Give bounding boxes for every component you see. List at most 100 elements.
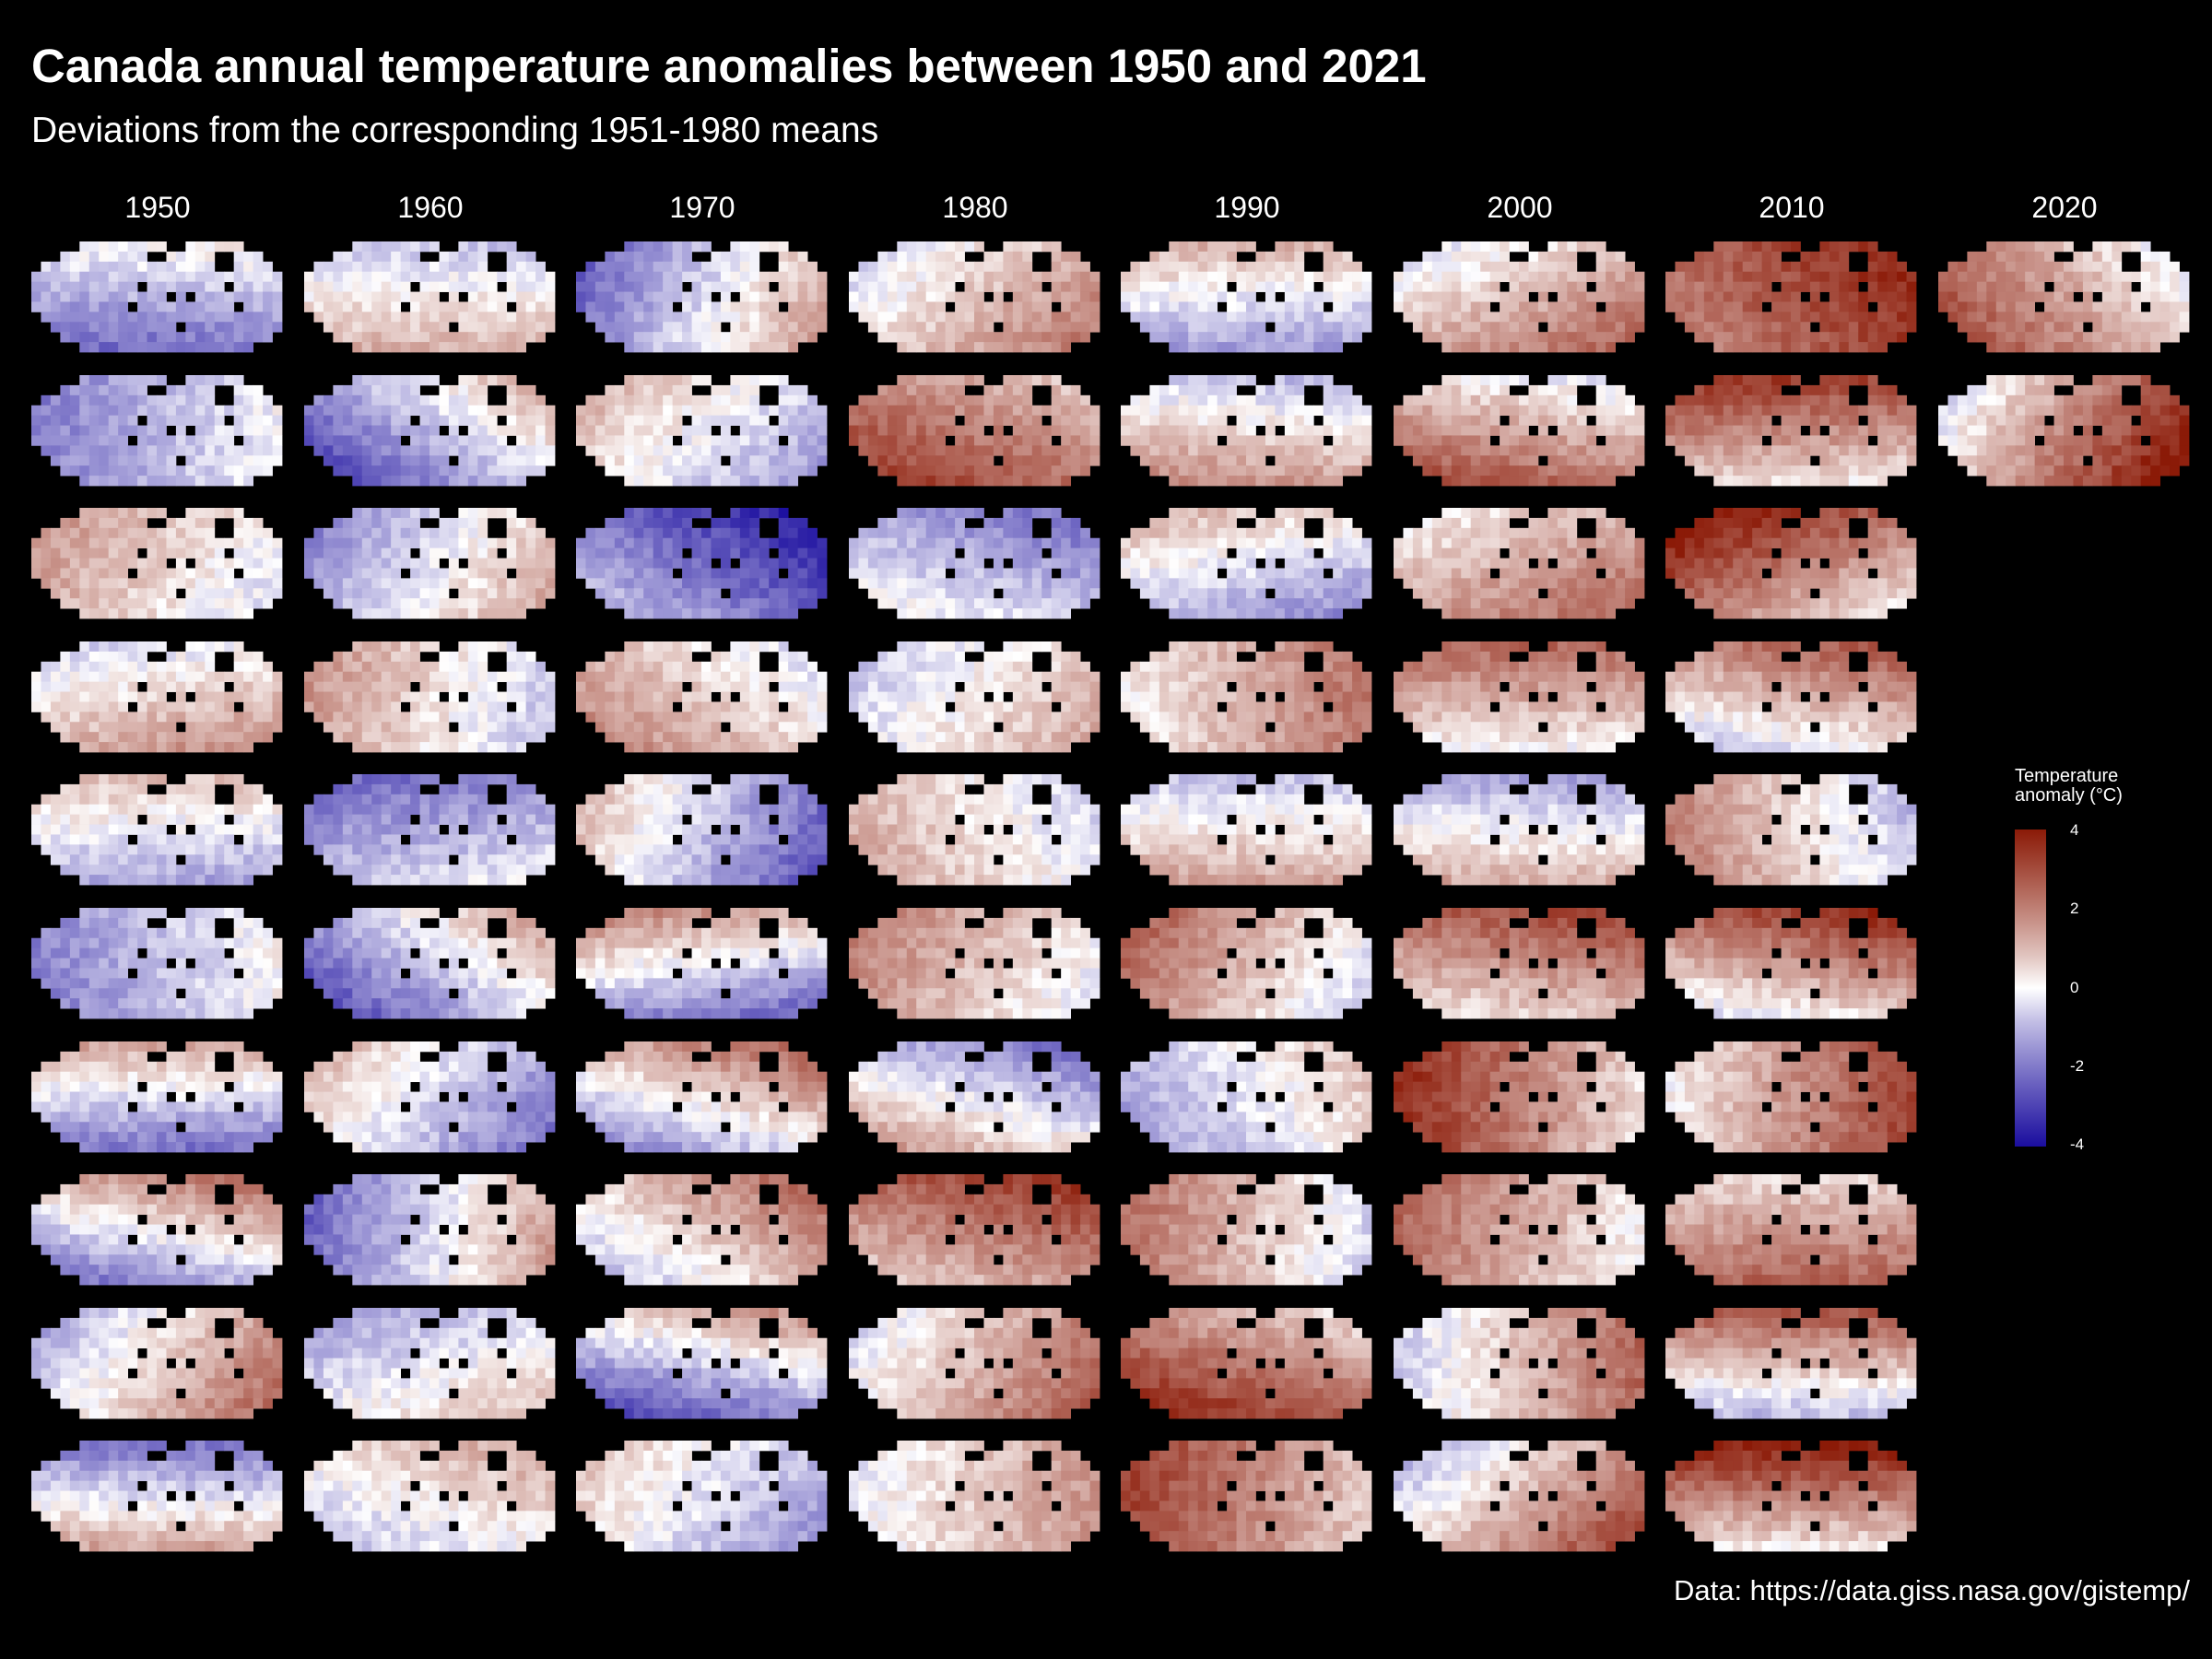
anomaly-cell — [41, 568, 51, 578]
anomaly-cell — [429, 875, 440, 885]
anomaly-cell — [234, 1254, 244, 1265]
anomaly-cell — [458, 1348, 468, 1359]
anomaly-cell — [382, 241, 392, 252]
anomaly-cell — [60, 385, 70, 395]
anomaly-cell — [185, 1194, 195, 1205]
anomaly-cell — [371, 241, 382, 252]
anomaly-cell — [128, 1122, 138, 1132]
anomaly-cell — [535, 1132, 546, 1142]
anomaly-cell — [488, 1244, 498, 1254]
anomaly-cell — [507, 578, 517, 588]
anomaly-cell — [70, 1082, 80, 1092]
anomaly-cell — [458, 312, 468, 322]
anomaly-cell — [157, 1378, 167, 1388]
anomaly-cell — [128, 476, 138, 486]
anomaly-cell — [215, 1234, 225, 1244]
anomaly-cell — [118, 395, 128, 406]
anomaly-cell — [526, 805, 536, 815]
anomaly-cell — [224, 332, 234, 342]
anomaly-cell — [263, 1521, 273, 1531]
anomaly-cell — [243, 1451, 253, 1461]
anomaly-cell — [362, 1205, 372, 1215]
anomaly-cell — [41, 928, 51, 938]
anomaly-cell — [488, 445, 498, 455]
anomaly-cell — [195, 641, 206, 652]
anomaly-cell — [488, 1041, 498, 1052]
anomaly-cell — [468, 508, 478, 518]
anomaly-cell — [51, 1359, 61, 1369]
anomaly-cell — [137, 732, 147, 742]
anomaly-cell — [352, 722, 362, 732]
anomaly-cell — [516, 732, 526, 742]
anomaly-cell — [429, 1062, 440, 1072]
anomaly-cell — [468, 928, 478, 938]
anomaly-cell — [401, 1338, 411, 1348]
anomaly-cell — [429, 1041, 440, 1052]
anomaly-cell — [468, 968, 478, 978]
anomaly-cell — [273, 272, 283, 282]
anomaly-cell — [215, 1521, 225, 1531]
anomaly-cell — [313, 435, 324, 445]
anomaly-cell — [253, 435, 264, 445]
anomaly-cell — [273, 1338, 283, 1348]
anomaly-cell — [41, 1205, 51, 1215]
anomaly-cell — [147, 834, 158, 844]
anomaly-cell — [362, 1112, 372, 1122]
anomaly-cell — [535, 1378, 546, 1388]
anomaly-cell — [458, 1142, 468, 1152]
anomaly-cell — [333, 1471, 343, 1481]
anomaly-cell — [401, 1142, 411, 1152]
anomaly-cell — [653, 262, 664, 272]
anomaly-cell — [31, 1092, 41, 1102]
anomaly-cell — [147, 568, 158, 578]
anomaly-cell — [371, 1072, 382, 1082]
anomaly-cell — [99, 465, 109, 476]
anomaly-cell — [516, 805, 526, 815]
anomaly-cell — [458, 784, 468, 794]
anomaly-cell — [516, 312, 526, 322]
anomaly-cell — [488, 672, 498, 682]
anomaly-cell — [488, 825, 498, 835]
anomaly-cell — [224, 1225, 234, 1235]
anomaly-cell — [99, 312, 109, 322]
anomaly-cell — [215, 1368, 225, 1378]
anomaly-cell — [333, 978, 343, 988]
anomaly-cell — [79, 1521, 89, 1531]
anomaly-cell — [185, 1132, 195, 1142]
anomaly-cell — [516, 1338, 526, 1348]
anomaly-cell — [526, 1500, 536, 1511]
anomaly-cell — [147, 701, 158, 712]
anomaly-cell — [89, 988, 100, 998]
anomaly-cell — [89, 1368, 100, 1378]
anomaly-cell — [253, 1328, 264, 1338]
anomaly-cell — [477, 662, 488, 672]
anomaly-cell — [118, 1092, 128, 1102]
anomaly-cell — [70, 518, 80, 528]
anomaly-cell — [615, 282, 625, 292]
anomaly-cell — [195, 1142, 206, 1152]
anomaly-cell — [60, 1398, 70, 1408]
anomaly-cell — [439, 1328, 449, 1338]
anomaly-cell — [468, 732, 478, 742]
anomaly-cell — [458, 1451, 468, 1461]
anomaly-cell — [449, 312, 459, 322]
anomaly-cell — [477, 385, 488, 395]
anomaly-cell — [195, 1112, 206, 1122]
anomaly-cell — [468, 701, 478, 712]
anomaly-cell — [516, 1511, 526, 1521]
anomaly-cell — [137, 598, 147, 608]
anomaly-cell — [109, 465, 119, 476]
anomaly-cell — [362, 332, 372, 342]
anomaly-cell — [304, 968, 314, 978]
anomaly-cell — [60, 252, 70, 262]
anomaly-cell — [333, 918, 343, 928]
anomaly-cell — [362, 301, 372, 312]
anomaly-cell — [79, 518, 89, 528]
anomaly-cell — [185, 588, 195, 598]
anomaly-cell — [507, 1521, 517, 1531]
anomaly-cell — [439, 1378, 449, 1388]
anomaly-cell — [253, 1388, 264, 1398]
anomaly-cell — [382, 908, 392, 918]
anomaly-cell — [234, 1451, 244, 1461]
anomaly-cell — [166, 518, 176, 528]
